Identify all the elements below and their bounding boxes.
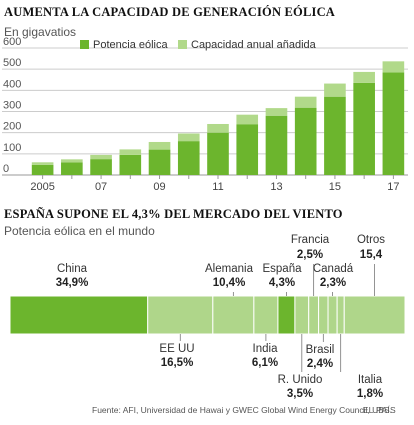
y-tick-label: 600 (3, 36, 21, 48)
segment-name: R. Unido (278, 374, 323, 386)
y-tick-label: 100 (3, 142, 21, 154)
segment-value: 34,9% (56, 277, 89, 289)
bar-potencia (148, 149, 171, 175)
y-tick-label: 200 (3, 121, 21, 133)
segment-value: 16,5% (161, 357, 194, 369)
legend-swatch (80, 40, 89, 49)
bar-potencia (382, 72, 405, 175)
bar-added (90, 154, 112, 160)
y-tick-label: 300 (3, 100, 21, 112)
y-tick-label: 400 (3, 78, 21, 90)
bar-potencia (236, 124, 259, 175)
segment-china (9, 295, 149, 335)
segment-name: India (253, 343, 279, 355)
segment-value: 15,4 (360, 249, 383, 261)
segment-value: 3,5% (287, 388, 313, 400)
bar-added (148, 141, 171, 150)
bar-added (61, 159, 83, 163)
bar-added (207, 123, 229, 133)
bar-added (265, 108, 288, 116)
legend-label: Potencia eólica (93, 39, 168, 51)
x-tick-label: 15 (329, 181, 341, 193)
segment-otros (343, 295, 406, 335)
segment-name: Canadá (313, 263, 354, 275)
bar-potencia (119, 154, 142, 175)
source-note: Fuente: AFI, Universidad de Hawai y GWEC… (92, 405, 392, 415)
segment-value: 1,8% (357, 388, 383, 400)
x-tick-label: 17 (387, 181, 399, 193)
segment-value: 2,5% (297, 249, 323, 261)
segment-name: España (262, 263, 302, 275)
chart2-title: ESPAÑA SUPONE EL 4,3% DEL MERCADO DEL VI… (4, 207, 343, 221)
segment-value: 10,4% (213, 277, 246, 289)
x-tick-label: 2005 (30, 181, 54, 193)
bar-added (382, 61, 405, 73)
legend-label: Capacidad anual añadida (191, 39, 317, 51)
x-tick-label: 13 (270, 181, 282, 193)
x-tick-label: 07 (95, 181, 107, 193)
bar-added (119, 149, 142, 155)
capacity-bar-chart: 0 100 200 300 400 500 600 2005 07 09 11 13 15 17 Poten… (2, 36, 408, 193)
segment-india (253, 295, 279, 335)
bar-added (294, 96, 317, 108)
legend-item: Potencia eólica (80, 39, 168, 51)
x-tick-label: 11 (212, 181, 223, 193)
bar-potencia (207, 132, 229, 175)
segment-name: Francia (291, 234, 330, 246)
bar-potencia (90, 159, 112, 175)
y-tick-label: 0 (3, 163, 9, 175)
y-tick-label: 500 (3, 57, 21, 69)
segment-ee-uu (147, 295, 214, 335)
segment-alemania (212, 295, 255, 335)
chart2-subtitle: Potencia eólica en el mundo (4, 224, 155, 238)
bar-added (177, 133, 200, 142)
bar-added (31, 162, 54, 165)
x-tick-label: 09 (153, 181, 165, 193)
segment-name: Alemania (205, 263, 254, 275)
chart1-title: AUMENTA LA CAPACIDAD DE GENERACIÓN EÓLIC… (4, 5, 336, 19)
segment-value: 4,3% (269, 277, 295, 289)
bar-potencia (31, 164, 54, 175)
bar-added (353, 71, 375, 83)
segment-r-unido (294, 295, 310, 335)
segment-italia (336, 295, 345, 335)
segment-value: 2,4% (307, 358, 333, 370)
brand-label: EL PAÍS (362, 405, 396, 415)
bar-potencia (265, 115, 288, 175)
segment-value: 2,3% (320, 277, 346, 289)
segment-name: China (57, 263, 88, 275)
bar-potencia (324, 96, 346, 175)
segment-espa-a (277, 295, 296, 335)
bar-potencia (61, 162, 83, 175)
bar-potencia (353, 82, 375, 175)
segment-name: EE UU (159, 343, 194, 355)
segment-francia (308, 295, 320, 335)
bar-potencia (294, 107, 317, 175)
legend-swatch (178, 40, 187, 49)
bar-potencia (177, 141, 200, 175)
segment-value: 6,1% (252, 357, 278, 369)
segment-canad- (327, 295, 338, 335)
segment-brasil (318, 295, 329, 335)
bar-added (324, 83, 346, 97)
bar-added (236, 114, 259, 125)
chart1-subtitle: En gigavatios (4, 25, 77, 39)
legend-item: Capacidad anual añadida (178, 39, 317, 51)
segment-name: Brasil (306, 344, 335, 356)
segment-name: Otros (357, 234, 385, 246)
segment-name: Italia (358, 374, 383, 386)
